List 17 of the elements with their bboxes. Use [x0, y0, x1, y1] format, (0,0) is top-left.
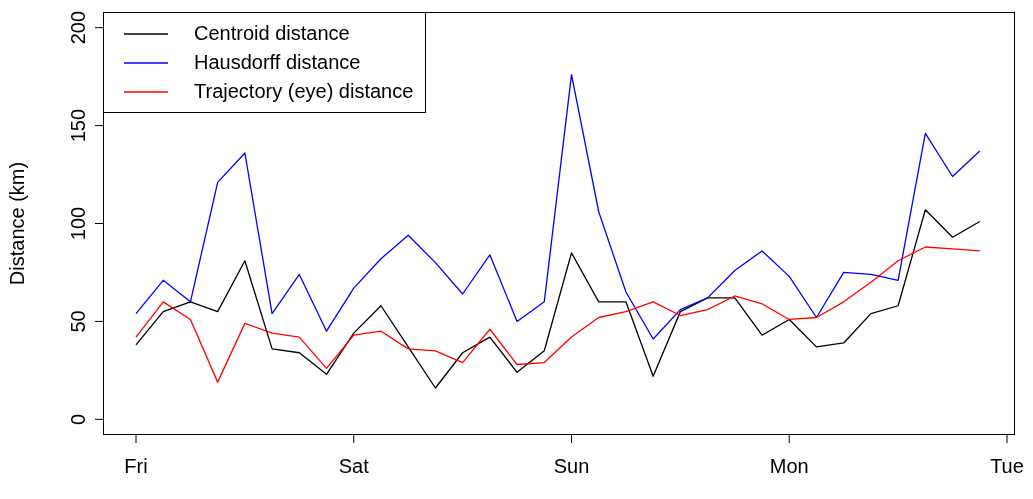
y-tick-label: 200	[67, 10, 89, 45]
y-tick-label: 0	[67, 413, 89, 425]
x-tick-label: Sat	[338, 455, 370, 478]
y-tick-label: 100	[67, 206, 89, 241]
line-series	[135, 246, 981, 383]
y-axis-title: Distance (km)	[6, 161, 29, 286]
legend-label: Hausdorff distance	[194, 51, 361, 74]
x-tick-label: Fri	[124, 455, 148, 478]
y-tick-label: 150	[67, 108, 89, 143]
legend-label: Centroid distance	[194, 22, 350, 45]
x-tick-label: Tue	[990, 455, 1024, 478]
y-tick-label: 50	[67, 310, 89, 333]
x-tick-label: Mon	[769, 455, 809, 478]
line-series	[135, 74, 981, 340]
legend-label: Trajectory (eye) distance	[194, 80, 414, 103]
line-series	[135, 209, 981, 389]
x-tick-label: Sun	[553, 455, 590, 478]
